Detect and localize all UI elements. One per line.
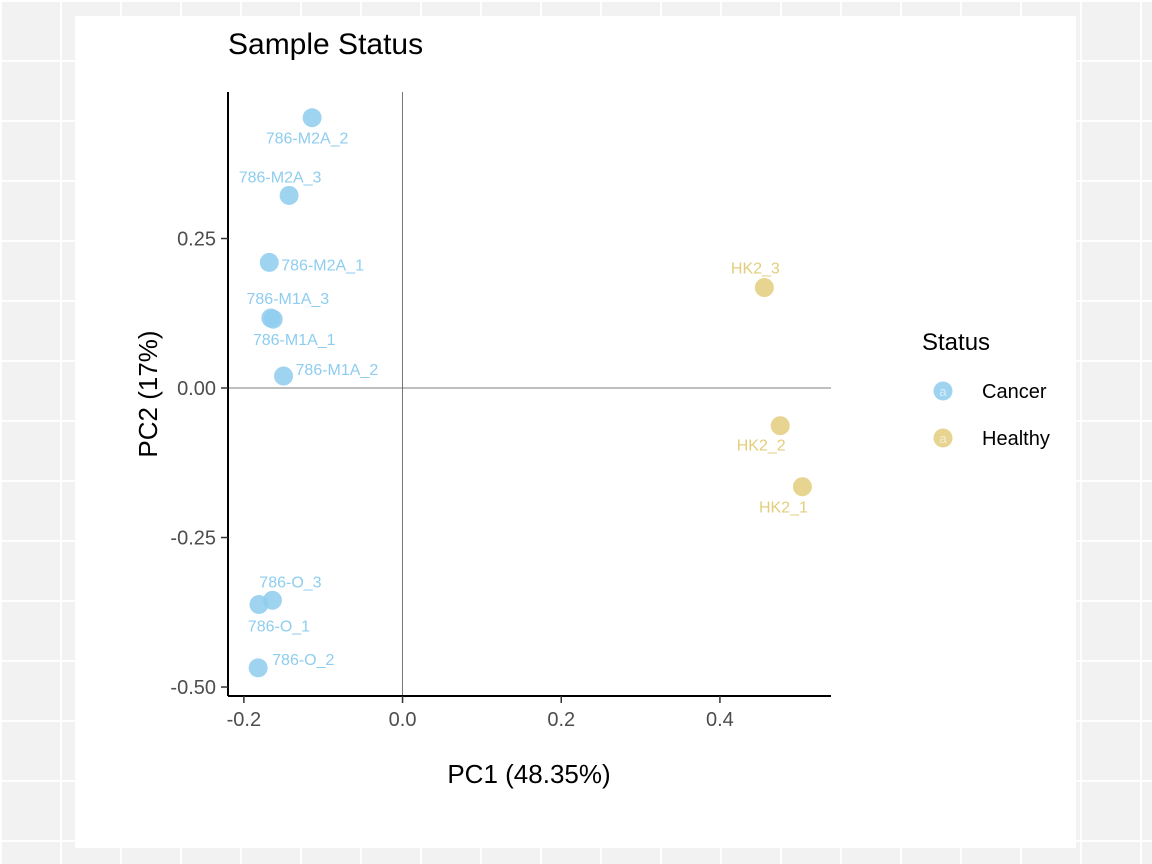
data-point-label: 786-M1A_2 [296,362,379,379]
data-point-label: 786-M2A_1 [281,257,364,274]
data-point [792,477,812,497]
axis-ticks: -0.2 0.0 0.2 0.4 -0.50 -0.25 0.00 0.25 [170,229,733,731]
chart-title: Sample Status [228,28,423,61]
legend-title: Status [922,329,990,356]
data-point [279,185,299,205]
data-point-label: 786-O_3 [259,574,321,591]
x-tick-label: 0.0 [389,709,417,731]
pca-scatter-chart: Sample Status -0.2 0.0 0.2 0.4 -0.50 -0.25 0.0… [133,28,1050,789]
data-point [302,108,322,128]
legend-swatch [933,428,953,448]
data-point-label: 786-O_1 [248,619,310,636]
data-point-label: 786-M1A_1 [253,332,336,349]
data-points [248,108,812,678]
x-tick-label: -0.2 [227,709,261,731]
data-point-label: 786-M2A_2 [266,131,349,148]
x-tick-label: 0.2 [547,709,575,731]
legend-swatch-glyph: a [939,384,947,399]
y-axis-title: PC2 (17%) [133,330,163,457]
data-point-label: HK2_3 [731,261,780,278]
legend-swatch [933,381,953,401]
data-point-label: 786-O_2 [272,652,334,669]
data-point [274,366,294,386]
data-point [263,309,283,329]
data-point [259,252,279,272]
data-point-label: 786-M1A_3 [246,291,329,308]
data-point-label: 786-M2A_3 [239,169,322,186]
plot-panel: Sample Status -0.2 0.0 0.2 0.4 -0.50 -0.25 0.0… [75,16,1076,848]
legend-label: Healthy [982,428,1050,450]
y-tick-label: -0.25 [170,528,216,550]
data-point-label: HK2_1 [759,500,808,517]
data-point-label: HK2_2 [737,438,786,455]
y-tick-label: 0.00 [177,378,216,400]
y-tick-label: -0.50 [170,677,216,699]
data-point [248,658,268,678]
y-tick-label: 0.25 [177,229,216,251]
x-tick-label: 0.4 [706,709,734,731]
data-point [249,595,269,615]
legend-label: Cancer [982,381,1047,403]
legend: Status a Cancer a Healthy [922,329,1050,450]
point-labels: 786-M2A_2 786-M2A_3 786-M2A_1 786-M1A_3 786-… [239,131,808,669]
axes [227,92,831,697]
data-point [754,278,774,298]
reference-lines [228,92,831,696]
x-axis-title: PC1 (48.35%) [447,759,610,789]
legend-swatch-glyph: a [939,431,947,446]
data-point [770,416,790,436]
